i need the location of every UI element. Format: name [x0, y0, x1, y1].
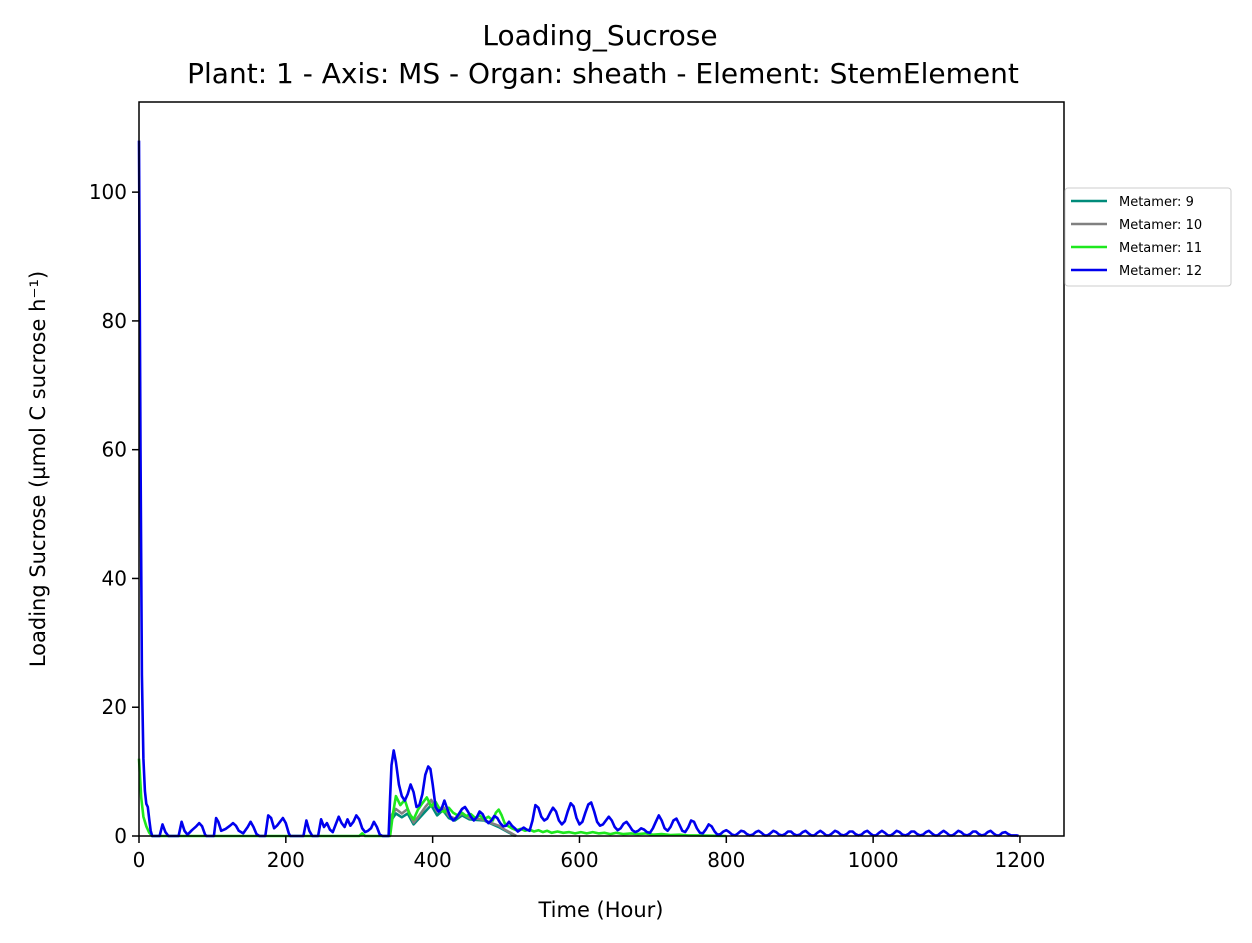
y-axis: 0 20 40 60 80 100 [89, 180, 139, 848]
y-axis-label: Loading Sucrose (µmol C sucrose h⁻¹) [26, 271, 50, 667]
legend-label: Metamer: 10 [1119, 218, 1202, 233]
x-axis-label: Time (Hour) [537, 898, 663, 922]
x-tick-label: 600 [560, 848, 598, 872]
y-tick-label: 0 [114, 824, 127, 848]
legend: Metamer: 9 Metamer: 10 Metamer: 11 Metamer:… [1064, 187, 1232, 287]
x-tick-label: 400 [414, 848, 452, 872]
chart-subtitle: Plant: 1 - Axis: MS - Organ: sheath - El… [187, 57, 1019, 90]
x-tick-label: 0 [133, 848, 146, 872]
x-tick-label: 1000 [848, 848, 899, 872]
x-axis: 0 200 400 600 800 1000 1200 [133, 836, 1045, 872]
legend-label: Metamer: 12 [1119, 264, 1202, 279]
y-tick-label: 20 [102, 695, 127, 719]
chart-title: Loading_Sucrose [482, 19, 717, 52]
y-tick-label: 40 [102, 566, 127, 590]
x-tick-label: 1200 [994, 848, 1045, 872]
y-tick-label: 80 [102, 309, 127, 333]
series-line-3 [137, 758, 727, 838]
plot-frame [138, 101, 1065, 837]
x-tick-label: 800 [707, 848, 745, 872]
y-tick-label: 100 [89, 180, 127, 204]
y-tick-label: 60 [102, 438, 127, 462]
x-tick-label: 200 [267, 848, 305, 872]
legend-label: Metamer: 11 [1119, 241, 1202, 256]
legend-box [1064, 187, 1232, 287]
legend-label: Metamer: 9 [1119, 195, 1194, 210]
